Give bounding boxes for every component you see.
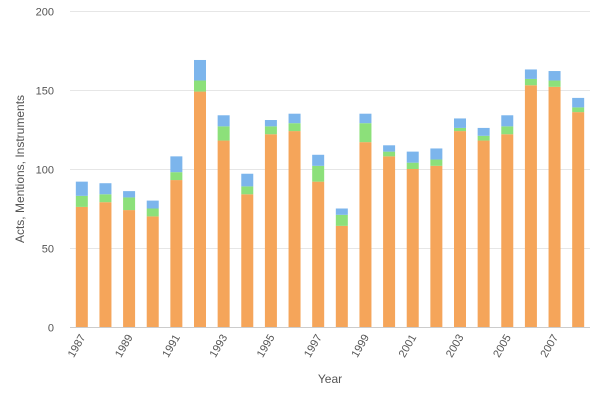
bar-segment: [548, 86, 561, 327]
bar-segment: [264, 120, 277, 127]
bar-segment: [335, 208, 348, 215]
bar-segment: [454, 131, 466, 327]
bar-segment: [477, 135, 490, 141]
bar-segment: [335, 214, 348, 226]
bar-segment: [288, 113, 301, 124]
bar-segment: [454, 127, 466, 132]
x-tick-label: 1989: [113, 333, 136, 360]
bar-segment: [288, 131, 301, 327]
bar-segment: [75, 206, 88, 327]
y-tick-label: 0: [48, 323, 54, 335]
bar-segment: [170, 180, 183, 327]
bar-segment: [548, 80, 561, 87]
bar-segment: [194, 80, 206, 92]
y-tick-label: 50: [42, 244, 54, 256]
bar-segment: [99, 194, 112, 203]
bar-segment: [146, 200, 159, 209]
x-tick-label: 1987: [66, 333, 89, 360]
bar-segment: [241, 173, 254, 187]
bar-segment: [406, 162, 419, 169]
x-tick-label: 2007: [539, 333, 562, 360]
bar-segment: [75, 195, 88, 207]
bar-segment: [524, 85, 537, 327]
bar-segment: [264, 134, 277, 327]
bar-segment: [359, 123, 372, 143]
bar-segment: [170, 172, 183, 181]
x-axis-title: Year: [318, 372, 342, 386]
bar-segment: [75, 181, 88, 196]
bar-segment: [477, 140, 490, 327]
bar-segment: [572, 112, 585, 328]
bar-segment: [335, 225, 348, 327]
x-tick-label: 2005: [491, 332, 514, 359]
bar-segment: [241, 186, 254, 195]
x-tick-label: 1995: [255, 333, 278, 360]
bar-segment: [194, 59, 206, 81]
bar-segment: [123, 197, 136, 211]
bar-segment: [123, 191, 136, 198]
bar-segment: [264, 126, 277, 135]
bar-segment: [288, 123, 301, 132]
bar-segment: [383, 145, 396, 152]
bar-segment: [406, 151, 419, 163]
bar-segment: [217, 126, 230, 141]
y-axis-title: Acts, Mentions, Instruments: [13, 95, 27, 243]
bar-segment: [572, 107, 585, 113]
bar-segment: [312, 165, 325, 182]
y-tick-label: 200: [36, 7, 54, 19]
x-tick-label: 1999: [349, 333, 372, 360]
bar-segment: [194, 91, 206, 327]
y-tick-label: 150: [36, 86, 54, 98]
bar-segment: [241, 194, 254, 327]
bar-segment: [430, 159, 443, 166]
bar-segment: [501, 126, 514, 135]
bar-segment: [359, 142, 372, 327]
bar-segment: [501, 134, 514, 327]
bar-segment: [477, 127, 490, 136]
bar-segment: [99, 202, 112, 327]
x-tick-label: 2003: [444, 333, 467, 360]
bar-segment: [501, 115, 514, 127]
x-axis-ticks: 1987 1989 1991 1993 1995 1997 1999 2001 2003 2005…: [66, 332, 561, 359]
bar-segment: [430, 148, 443, 160]
x-tick-label: 2001: [397, 333, 420, 360]
bar-segment: [383, 156, 396, 327]
bar-segment: [170, 156, 183, 173]
bar-segment: [572, 97, 585, 108]
bar-segment: [524, 78, 537, 86]
bar-segment: [524, 69, 537, 79]
bar-segment: [146, 208, 159, 217]
bar-segment: [217, 115, 230, 127]
bar-segment: [430, 165, 443, 327]
bar-segment: [312, 181, 325, 327]
bar-segment: [383, 151, 396, 157]
bar-segment: [99, 183, 112, 195]
bar-segment: [454, 118, 466, 128]
y-tick-label: 100: [36, 165, 54, 177]
bars: [75, 59, 585, 328]
bar-segment: [312, 154, 325, 166]
x-tick-label: 1991: [160, 333, 183, 360]
x-tick-label: 1993: [208, 333, 231, 360]
bar-segment: [217, 140, 230, 327]
bar-segment: [406, 169, 419, 327]
bar-segment: [359, 113, 372, 124]
bar-segment: [146, 216, 159, 327]
y-axis-ticks: 0 50 100 150 200: [36, 7, 54, 335]
bar-segment: [548, 71, 561, 81]
x-tick-label: 1997: [302, 333, 325, 360]
bar-segment: [123, 210, 136, 327]
